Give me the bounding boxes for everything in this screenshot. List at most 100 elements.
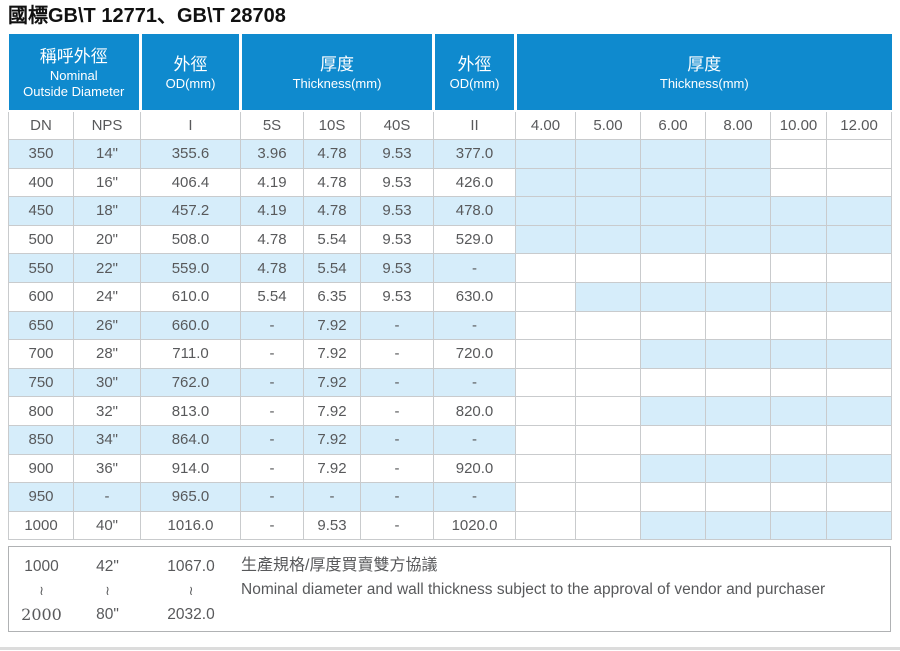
tilde-range-mark: ≀ [105,583,110,598]
table-cell: 7.92 [303,339,361,369]
table-cell: 559.0 [140,253,241,283]
thickness-availability-cell [826,482,893,512]
table-cell: 920.0 [433,453,517,484]
table-cell: 762.0 [140,367,241,398]
table-cell: 4.19 [240,167,304,198]
table-cell: 1016.0 [140,510,241,541]
table-cell: 1000 [8,510,74,541]
thickness-availability-cell [515,196,577,226]
table-cell: 800 [8,396,74,426]
column-header-5.00: 5.00 [575,110,642,140]
column-header-40S: 40S [359,110,435,140]
header-thickness-2: 厚度 Thickness(mm) [515,34,892,112]
thickness-availability-cell [640,253,707,283]
header-thickness-1: 厚度 Thickness(mm) [240,34,436,112]
column-header-NPS: NPS [73,110,141,140]
thickness-availability-cell [575,510,642,541]
table-row: 850 34" 864.0-7.92- - [8,424,893,455]
thickness-availability-cell [705,224,772,255]
table-cell: 5.54 [303,224,361,255]
thickness-availability-cell [640,281,707,312]
footer-note-zh: 生產規格/厚度買賣雙方協議 [241,557,438,574]
thickness-availability-cell [770,196,828,226]
table-cell: 500 [8,224,74,255]
thickness-availability-cell [515,396,577,426]
table-row: 1000 40" 1016.0-9.53-1020.0 [8,510,893,541]
thickness-availability-cell [705,196,772,226]
table-cell: 914.0 [140,453,241,484]
table-cell: 630.0 [433,281,517,312]
thickness-availability-cell [515,482,577,512]
table-cell: 32" [73,396,141,426]
thickness-availability-cell [826,310,893,341]
table-cell: 9.53 [303,510,361,541]
table-cell: - [359,339,435,369]
table-cell: - [73,482,141,512]
table-cell: 40" [73,510,141,541]
table-cell: 20" [73,224,141,255]
thickness-availability-cell [515,453,577,484]
header-nominal-en1: Nominal [49,67,98,83]
table-cell: 9.53 [359,139,435,169]
table-row: 900 36" 914.0-7.92-920.0 [8,453,893,484]
table-cell: - [433,424,517,455]
thickness-availability-cell [705,167,772,198]
thickness-availability-cell [826,281,893,312]
footer-note: 生產規格/厚度買賣雙方協議 Nominal diameter and wall … [241,553,886,601]
table-cell: 7.92 [303,453,361,484]
thickness-availability-cell [640,424,707,455]
thickness-availability-cell [770,424,828,455]
page-divider [0,647,900,650]
column-header-6.00: 6.00 [640,110,707,140]
thickness-availability-cell [705,310,772,341]
table-cell: 650 [8,310,74,341]
table-cell: 4.78 [240,224,304,255]
table-cell: 4.78 [303,196,361,226]
table-cell: - [433,310,517,341]
table-cell: 508.0 [140,224,241,255]
thickness-availability-cell [826,339,893,369]
thickness-availability-cell [826,510,893,541]
table-cell: - [240,424,304,455]
table-cell: - [240,453,304,484]
table-cell: 18" [73,196,141,226]
thickness-availability-cell [575,196,642,226]
table-cell: 850 [8,424,74,455]
thickness-availability-cell [705,453,772,484]
table-cell: 34" [73,424,141,455]
table-cell: 9.53 [359,281,435,312]
thickness-availability-cell [826,196,893,226]
thickness-availability-cell [770,339,828,369]
table-row: 750 30" 762.0-7.92- - [8,367,893,398]
table-cell: 406.4 [140,167,241,198]
table-cell: - [359,367,435,398]
thickness-availability-cell [826,167,893,198]
thickness-availability-cell [515,424,577,455]
thickness-availability-cell [705,482,772,512]
thickness-availability-cell [770,281,828,312]
table-row: 500 20" 508.0 4.78 5.54 9.53 529.0 [8,224,893,255]
table-cell: 36" [73,453,141,484]
thickness-availability-cell [826,424,893,455]
table-cell: 864.0 [140,424,241,455]
table-cell: 3.96 [240,139,304,169]
header-od-1: 外徑 OD(mm) [140,34,242,112]
table-cell: 9.53 [359,253,435,283]
header-nominal-outside-diameter: 稱呼外徑 Nominal Outside Diameter [8,34,142,112]
thickness-availability-cell [640,310,707,341]
table-cell: 457.2 [140,196,241,226]
table-cell: 28" [73,339,141,369]
table-cell: 9.53 [359,224,435,255]
thickness-availability-cell [640,167,707,198]
thickness-availability-cell [575,253,642,283]
footer-od-range: 1067.0 ≀ 2032.0 [141,554,241,628]
footer-od-max: 2032.0 [167,606,215,623]
table-cell: - [359,453,435,484]
table-cell: - [359,482,435,512]
table-cell: 600 [8,281,74,312]
table-row: 550 22" 559.0 4.78 5.54 9.53- [8,253,893,283]
thickness-availability-cell [826,139,893,169]
thickness-availability-cell [770,510,828,541]
thickness-availability-cell [640,367,707,398]
table-cell: 4.78 [240,253,304,283]
